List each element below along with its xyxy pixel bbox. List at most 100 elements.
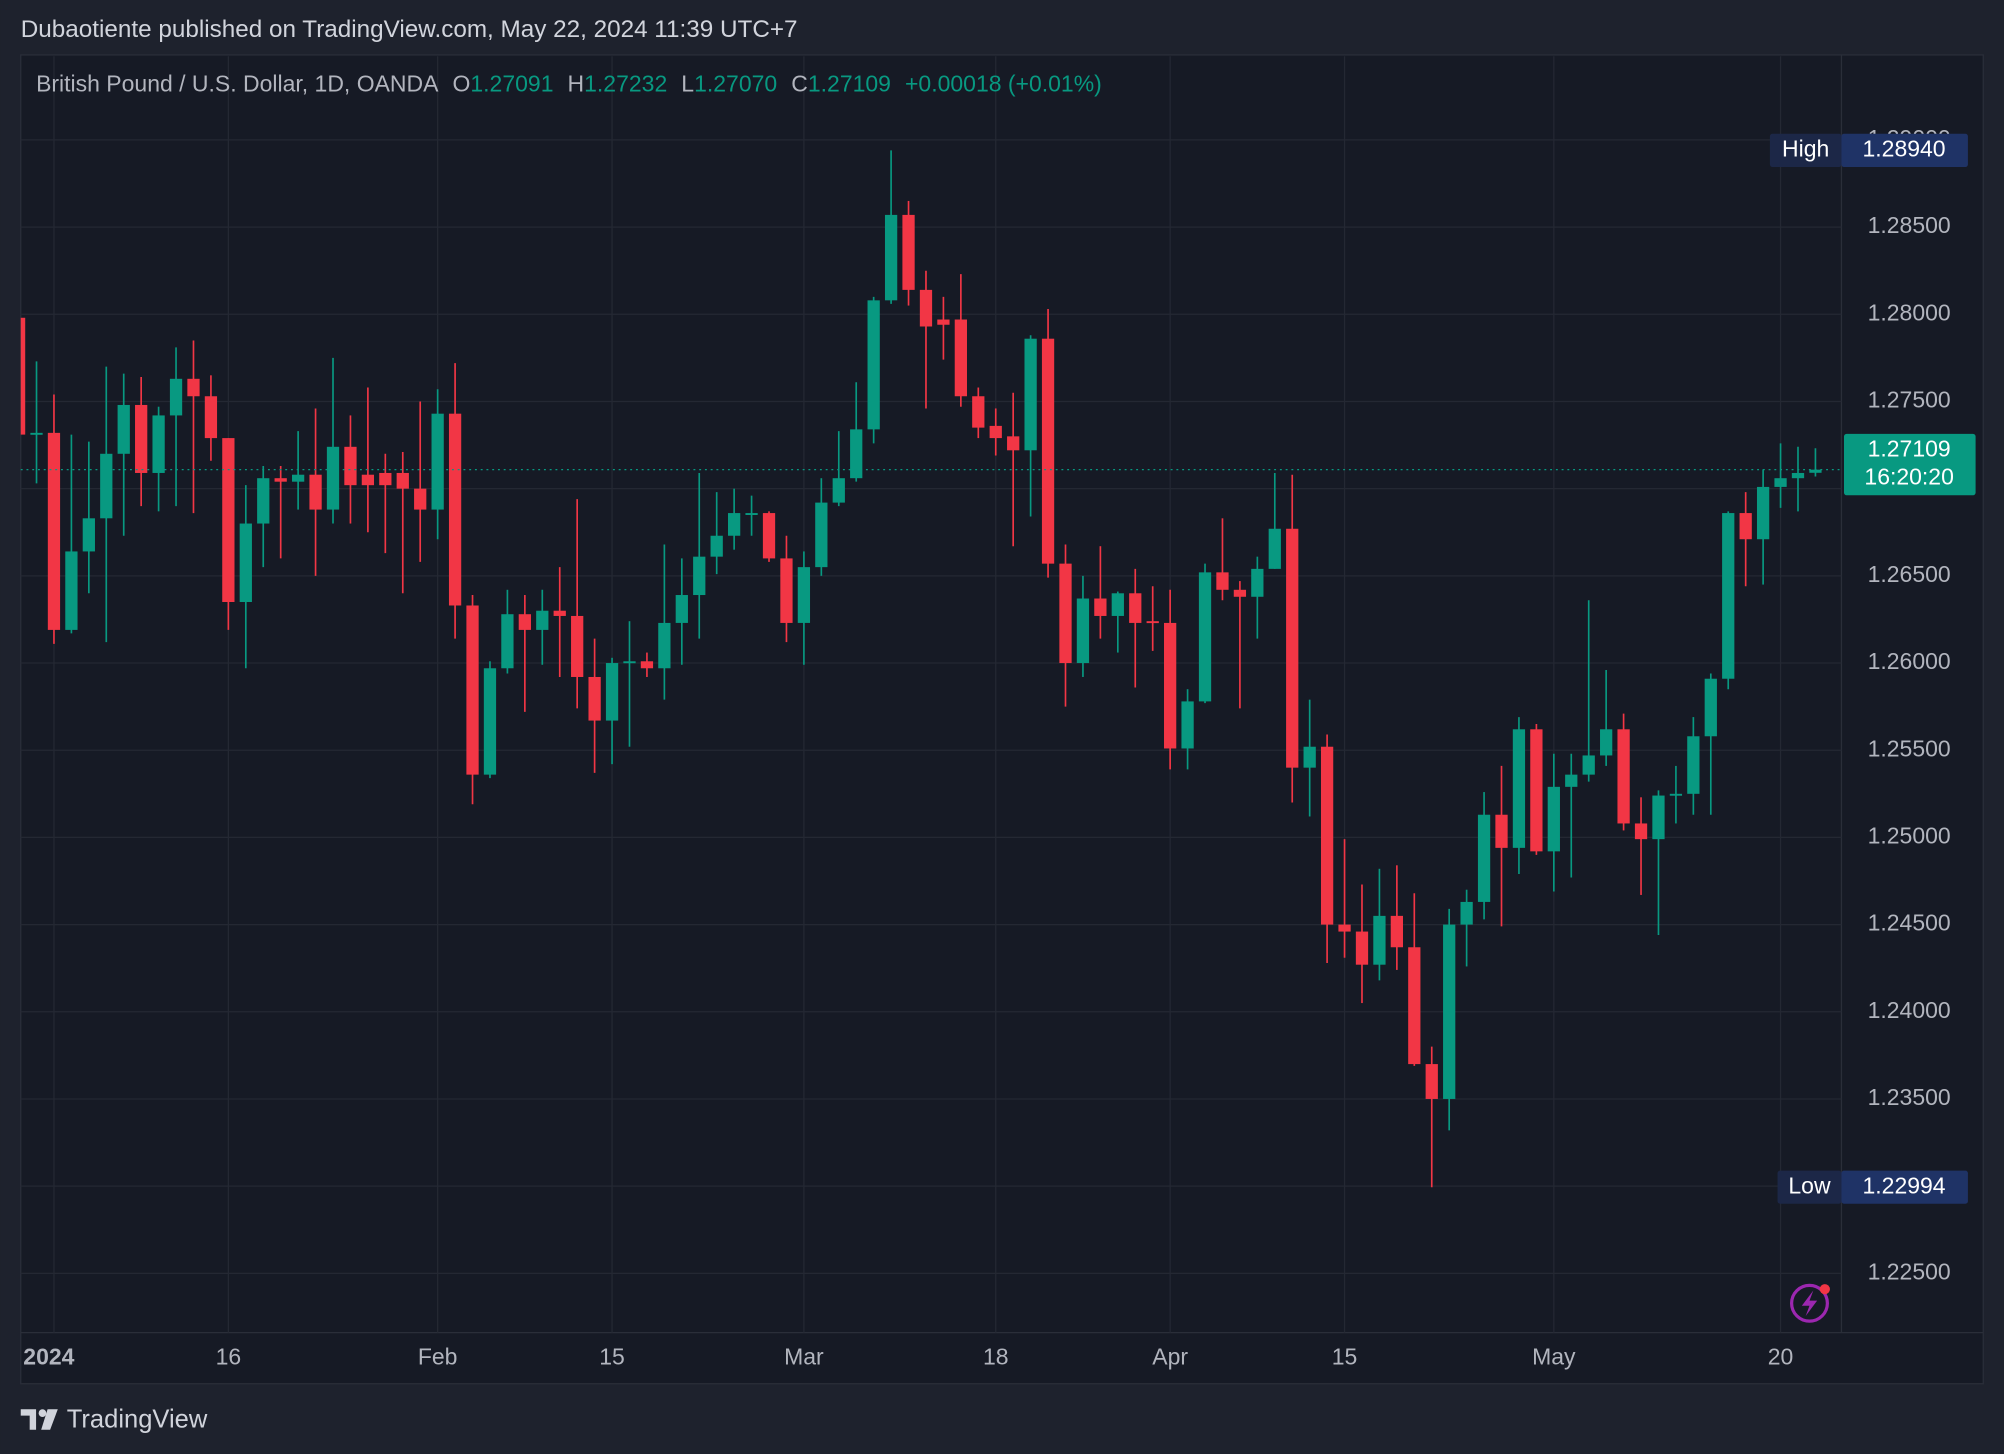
x-tick-label: 18 [983,1343,1009,1369]
legend-letter: O [453,71,471,97]
x-tick-label: Mar [784,1343,824,1369]
candle-body [605,663,619,721]
candle-body [588,676,601,721]
candle-body [1041,338,1055,564]
extreme-tag-name: Low [1788,1172,1831,1198]
candle-body [937,319,950,325]
candle-body [797,567,811,623]
x-tick-label: 15 [1332,1343,1358,1369]
y-tick-label: 1.27500 [1868,387,1951,413]
candle-body [1547,786,1560,852]
candle-body [1094,598,1107,616]
extreme-tag-name-bg [1769,133,1842,167]
candle-body [1024,338,1037,451]
candle-body [1286,528,1299,768]
candle-body [135,404,148,473]
candle-body [745,513,758,515]
y-tick-label: 1.28500 [1868,212,1951,238]
candle-body [1634,823,1648,840]
candle-body [1687,736,1700,794]
chart-frame [20,54,1984,1385]
extreme-tag-value-bg [1841,133,1968,167]
candle-body [1774,478,1787,487]
candle-body [65,551,78,630]
candle-body [1617,729,1630,824]
candle-body [326,446,340,510]
candle-body [710,535,723,557]
legend-value: 1.27232 [584,71,667,97]
legend-value: 1.27109 [808,71,891,97]
header: Dubaotiente published on TradingView.com… [21,16,798,43]
candle-body [309,474,322,510]
footer-logo [20,1409,58,1430]
candle-body [204,396,218,439]
legend-value: 1.27070 [694,71,777,97]
candle-body [1216,572,1229,590]
candle-body [1669,793,1683,796]
candle-body [1791,472,1805,479]
y-tick-label: 1.26500 [1868,561,1951,587]
candle-body [414,488,427,510]
logo-part [38,1409,47,1417]
candle-body [379,472,392,486]
candle-body [902,214,915,290]
candle-body [640,661,654,669]
last-price-label: 1.27109 [1868,436,1951,462]
x-tick-label: 16 [216,1343,242,1369]
candle-body [919,289,933,327]
candle-body [117,404,130,454]
candle-body [169,378,183,416]
candle-body [239,523,252,603]
candle-body [1652,795,1665,840]
alert-bolt [1801,1290,1818,1317]
candle-body [483,668,497,775]
extreme-tag-value-bg [1841,1170,1968,1204]
logo-part [41,1409,58,1430]
candle-body [728,513,741,536]
x-tick-label: 15 [599,1343,625,1369]
legend-symbol: British Pound / U.S. Dollar, 1D, OANDA [36,71,439,97]
candle-body [850,429,863,479]
x-tick-label: 2024 [23,1343,74,1369]
y-tick-label: 1.24500 [1868,910,1951,936]
alert-circle [1790,1283,1829,1323]
candle-body [1460,901,1473,925]
candle-body [762,513,776,559]
y-tick-label: 1.23500 [1868,1084,1951,1110]
candle-body [1512,729,1526,848]
alert-icon[interactable] [1790,1283,1830,1323]
candle-body [1530,729,1543,852]
y-tick-label: 1.24000 [1868,997,1951,1023]
extreme-tag-name-bg [1777,1170,1842,1204]
y-tick-label: 1.26000 [1868,648,1951,674]
logo-part [20,1409,37,1430]
candle-body [658,622,671,669]
candle-body [1268,528,1281,569]
candle-body [361,474,375,486]
candle-body [1007,436,1020,451]
candle-body [518,614,531,630]
legend-value: 1.27091 [470,71,553,97]
candle-body [47,432,61,630]
candle-body [344,446,357,486]
candle-body [1338,924,1351,932]
alert-dot [1819,1284,1830,1295]
candle-body [1129,593,1142,623]
y-tick-label: 1.25500 [1868,735,1951,761]
candle-body [954,319,967,397]
countdown-label: 16:20:20 [1864,464,1953,490]
legend-change: +0.00018 (+0.01%) [905,71,1102,97]
candle-body [82,518,95,552]
candle-body [1408,947,1421,1065]
candle-body [536,610,549,630]
candle-body [466,605,479,775]
candle-body [1565,774,1578,787]
legend-letter: L [681,71,694,97]
candle-body [867,300,880,430]
candle-body [1722,513,1735,679]
candle-body [1320,746,1334,925]
candle-body [1477,814,1491,902]
footer-brand: TradingView [67,1406,208,1434]
candle-body [396,472,409,489]
extreme-tag-value: 1.22994 [1862,1172,1945,1198]
